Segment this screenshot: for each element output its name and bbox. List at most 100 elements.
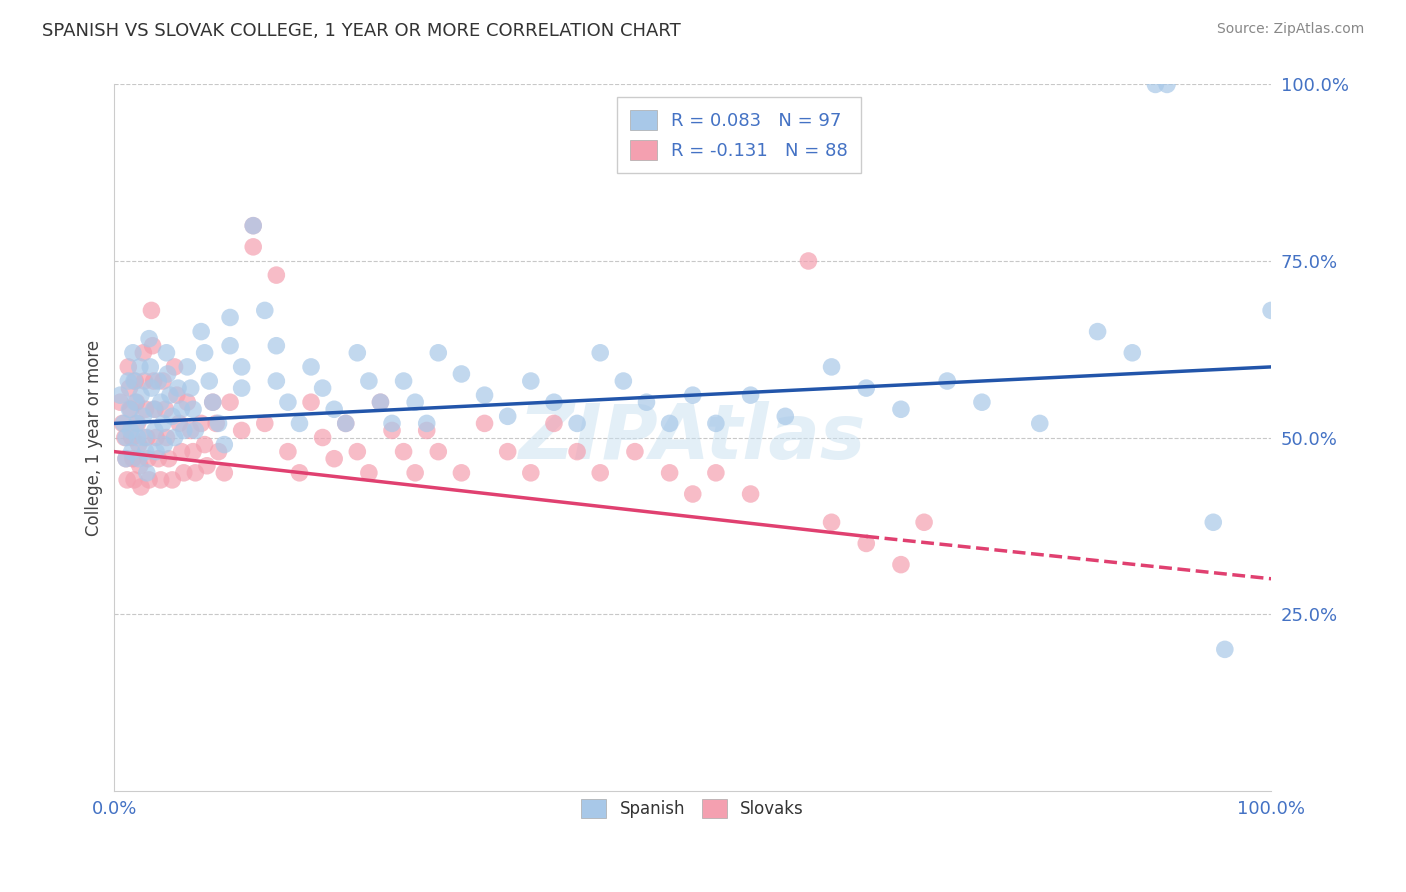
Point xyxy=(148,374,170,388)
Point xyxy=(496,444,519,458)
Point xyxy=(214,466,236,480)
Point xyxy=(176,359,198,374)
Point xyxy=(1144,78,1167,92)
Point xyxy=(163,359,186,374)
Point xyxy=(415,424,437,438)
Point xyxy=(190,325,212,339)
Point xyxy=(125,395,148,409)
Point xyxy=(1087,325,1109,339)
Point xyxy=(1202,515,1225,529)
Point xyxy=(155,345,177,359)
Point xyxy=(520,466,543,480)
Point xyxy=(181,402,204,417)
Point xyxy=(112,417,135,431)
Point xyxy=(543,395,565,409)
Point xyxy=(111,417,134,431)
Point xyxy=(357,466,380,480)
Point xyxy=(658,417,681,431)
Point xyxy=(155,430,177,444)
Point xyxy=(115,473,138,487)
Text: SPANISH VS SLOVAK COLLEGE, 1 YEAR OR MORE CORRELATION CHART: SPANISH VS SLOVAK COLLEGE, 1 YEAR OR MOR… xyxy=(42,22,681,40)
Point xyxy=(855,381,877,395)
Point xyxy=(124,374,146,388)
Point xyxy=(173,424,195,438)
Point xyxy=(181,444,204,458)
Point xyxy=(143,402,166,417)
Point xyxy=(496,409,519,424)
Point xyxy=(141,303,163,318)
Point xyxy=(120,402,142,417)
Point xyxy=(138,332,160,346)
Y-axis label: College, 1 year or more: College, 1 year or more xyxy=(86,340,103,535)
Legend: Spanish, Slovaks: Spanish, Slovaks xyxy=(575,792,811,824)
Point xyxy=(135,430,157,444)
Point xyxy=(970,395,993,409)
Point xyxy=(180,424,202,438)
Point xyxy=(912,515,935,529)
Point xyxy=(936,374,959,388)
Point xyxy=(135,466,157,480)
Point xyxy=(124,395,146,409)
Point xyxy=(162,473,184,487)
Point xyxy=(277,444,299,458)
Point xyxy=(149,395,172,409)
Point xyxy=(219,339,242,353)
Point xyxy=(141,381,163,395)
Point xyxy=(1121,345,1143,359)
Point xyxy=(163,430,186,444)
Point xyxy=(624,444,647,458)
Point xyxy=(1029,417,1052,431)
Point xyxy=(612,374,634,388)
Point xyxy=(266,339,288,353)
Point xyxy=(253,417,276,431)
Point xyxy=(128,359,150,374)
Point xyxy=(166,388,188,402)
Point xyxy=(139,359,162,374)
Point xyxy=(392,444,415,458)
Point xyxy=(207,417,229,431)
Point xyxy=(1260,303,1282,318)
Point xyxy=(122,345,145,359)
Point xyxy=(180,381,202,395)
Point xyxy=(115,430,138,444)
Point xyxy=(288,466,311,480)
Point xyxy=(121,444,143,458)
Point xyxy=(118,381,141,395)
Point xyxy=(170,444,193,458)
Point xyxy=(125,417,148,431)
Point xyxy=(520,374,543,388)
Point xyxy=(543,417,565,431)
Point xyxy=(288,417,311,431)
Point xyxy=(820,515,842,529)
Point xyxy=(205,417,228,431)
Point xyxy=(138,473,160,487)
Point xyxy=(157,451,180,466)
Point xyxy=(135,402,157,417)
Point xyxy=(299,359,322,374)
Point xyxy=(143,424,166,438)
Point xyxy=(142,402,165,417)
Point xyxy=(855,536,877,550)
Point xyxy=(145,430,167,444)
Point xyxy=(565,444,588,458)
Point xyxy=(346,345,368,359)
Point xyxy=(242,219,264,233)
Point xyxy=(108,388,131,402)
Point xyxy=(474,417,496,431)
Point xyxy=(195,458,218,473)
Point xyxy=(194,437,217,451)
Point xyxy=(135,444,157,458)
Point xyxy=(740,388,762,402)
Point xyxy=(636,395,658,409)
Point xyxy=(450,466,472,480)
Point xyxy=(415,417,437,431)
Point xyxy=(404,466,426,480)
Point xyxy=(589,466,612,480)
Point xyxy=(122,473,145,487)
Point xyxy=(682,388,704,402)
Point xyxy=(474,388,496,402)
Point xyxy=(134,374,156,388)
Point xyxy=(132,409,155,424)
Point xyxy=(129,480,152,494)
Point xyxy=(1156,78,1178,92)
